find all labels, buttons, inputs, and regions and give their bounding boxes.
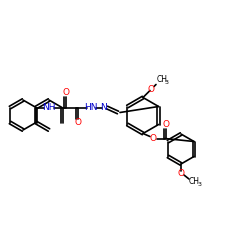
Text: O: O — [178, 168, 184, 177]
Text: CH: CH — [156, 75, 168, 84]
Text: HN: HN — [84, 103, 98, 112]
Text: 3: 3 — [165, 80, 169, 85]
Text: NH: NH — [42, 103, 56, 112]
Text: O: O — [148, 85, 154, 94]
Text: O: O — [74, 118, 82, 127]
Text: CH: CH — [188, 176, 200, 186]
Text: O: O — [62, 88, 70, 97]
Text: N: N — [100, 103, 107, 112]
Text: O: O — [150, 134, 156, 143]
Text: 3: 3 — [198, 182, 202, 188]
Text: O: O — [162, 120, 170, 129]
